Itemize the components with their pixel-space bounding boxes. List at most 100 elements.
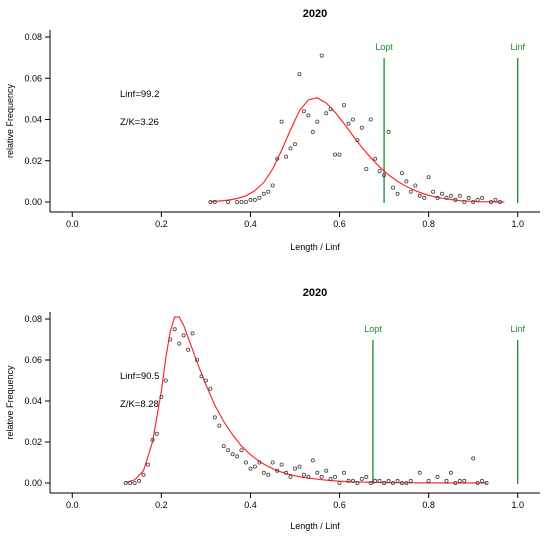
data-point xyxy=(390,480,395,485)
data-point xyxy=(150,437,155,442)
data-point xyxy=(408,189,413,194)
data-point xyxy=(341,103,346,108)
y-tick-label: 0.06 xyxy=(24,355,42,365)
data-point xyxy=(261,470,266,475)
data-point xyxy=(235,454,240,459)
data-point xyxy=(355,480,360,485)
fitted-curve xyxy=(125,316,487,484)
data-point xyxy=(399,480,404,485)
data-point xyxy=(270,460,275,465)
data-point xyxy=(462,478,467,483)
annotation-text: Z/K=8.28 xyxy=(120,399,159,410)
data-point xyxy=(386,478,391,483)
data-point xyxy=(439,191,444,196)
data-point xyxy=(261,191,266,196)
data-point xyxy=(422,195,427,200)
data-point xyxy=(404,480,409,485)
y-tick-label: 0.08 xyxy=(24,314,42,324)
reference-line-label: Lopt xyxy=(364,324,382,334)
data-point xyxy=(181,333,186,338)
data-point xyxy=(333,474,338,479)
data-point xyxy=(368,117,373,122)
x-tick-label: 0.0 xyxy=(66,219,79,229)
data-point xyxy=(319,474,324,479)
data-point xyxy=(350,117,355,122)
data-point xyxy=(341,470,346,475)
data-point xyxy=(346,478,351,483)
data-point xyxy=(288,474,293,479)
data-point xyxy=(279,462,284,467)
y-tick-label: 0.04 xyxy=(24,115,42,125)
data-point xyxy=(346,121,351,126)
data-point xyxy=(226,199,231,204)
data-point xyxy=(217,423,222,428)
data-point xyxy=(301,109,306,114)
chart-panel-2: 2020 0.0 0.2 0.4 0.6 0.8 1.0 0.00 0.02 0.04 0.06 0.… xyxy=(5,287,540,531)
data-point xyxy=(306,474,311,479)
x-axis-label: Length / Linf xyxy=(290,521,340,531)
data-point xyxy=(257,195,262,200)
data-point xyxy=(484,480,489,485)
data-point xyxy=(373,156,378,161)
y-tick-label: 0.06 xyxy=(24,73,42,83)
data-point xyxy=(471,456,476,461)
data-point xyxy=(297,464,302,469)
y-tick-label: 0.08 xyxy=(24,32,42,42)
data-point xyxy=(252,197,257,202)
data-point xyxy=(315,119,320,124)
data-point xyxy=(292,142,297,147)
data-point xyxy=(364,474,369,479)
x-tick-label: 0.0 xyxy=(66,500,79,510)
data-point xyxy=(292,466,297,471)
data-point xyxy=(154,431,159,436)
data-point xyxy=(435,474,440,479)
data-point xyxy=(239,448,244,453)
data-point xyxy=(306,113,311,118)
data-point xyxy=(426,478,431,483)
data-point xyxy=(448,470,453,475)
reference-line-label: Lopt xyxy=(375,42,393,52)
data-point xyxy=(373,478,378,483)
data-point xyxy=(275,156,280,161)
data-point xyxy=(466,195,471,200)
data-point xyxy=(190,331,195,336)
data-point xyxy=(475,480,480,485)
data-point xyxy=(199,374,204,379)
y-tick-label: 0.02 xyxy=(24,437,42,447)
data-point xyxy=(444,195,449,200)
data-point xyxy=(279,119,284,124)
data-point xyxy=(266,472,271,477)
data-point xyxy=(328,107,333,112)
x-tick-label: 0.4 xyxy=(244,500,257,510)
x-axis-label: Length / Linf xyxy=(290,242,340,252)
data-point xyxy=(172,327,177,332)
data-point xyxy=(159,394,164,399)
data-point xyxy=(368,480,373,485)
data-point xyxy=(337,152,342,157)
data-point xyxy=(359,125,364,130)
data-point xyxy=(257,460,262,465)
data-point xyxy=(395,478,400,483)
data-point xyxy=(457,478,462,483)
data-point xyxy=(315,470,320,475)
data-point xyxy=(493,197,498,202)
data-point xyxy=(284,470,289,475)
data-point xyxy=(408,478,413,483)
data-point xyxy=(128,480,133,485)
data-point xyxy=(319,53,324,58)
data-point xyxy=(137,478,142,483)
data-point xyxy=(328,476,333,481)
data-point xyxy=(417,193,422,198)
data-point xyxy=(141,472,146,477)
data-point xyxy=(221,444,226,449)
data-point xyxy=(132,480,137,485)
data-point xyxy=(168,337,173,342)
data-point xyxy=(235,199,240,204)
y-tick-label: 0.00 xyxy=(24,478,42,488)
data-point xyxy=(248,197,253,202)
data-point xyxy=(359,476,364,481)
data-point xyxy=(212,199,217,204)
data-point xyxy=(448,193,453,198)
data-point xyxy=(310,129,315,134)
